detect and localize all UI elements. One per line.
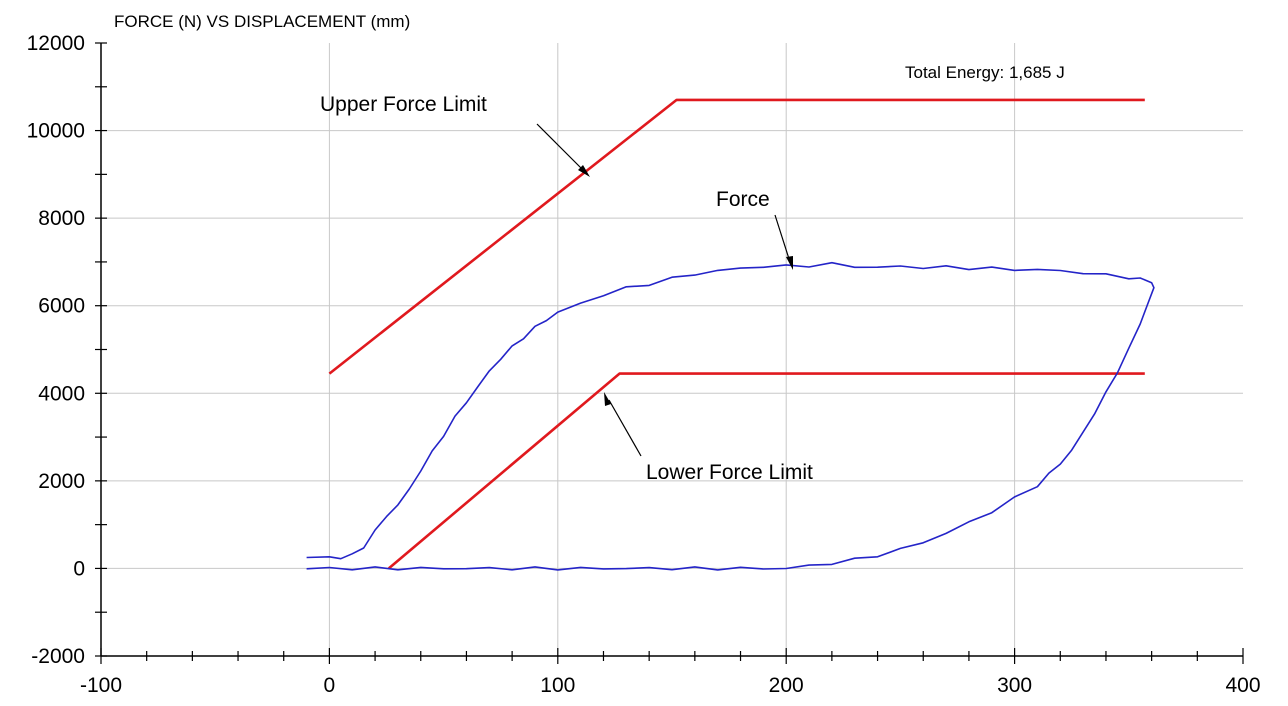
upper-limit-arrowhead [578,165,590,177]
total-energy-label: Total Energy: 1,685 J [905,63,1065,82]
chart-title: FORCE (N) VS DISPLACEMENT (mm) [114,12,410,31]
lower-limit-arrowhead [604,392,611,406]
series-line-force [306,261,1155,571]
upper-force-limit-label: Upper Force Limit [320,93,487,116]
upper-limit-arrow-line [536,123,585,172]
y-tick-label: 6000 [38,295,85,318]
series-line-lower-force-limit [387,372,1145,570]
force-label: Force [716,188,770,211]
force-arrowhead [786,256,793,270]
x-tick-label: 300 [997,674,1032,697]
x-tick-label: 400 [1225,674,1260,697]
y-tick-label: 10000 [27,120,85,143]
y-tick-label: 12000 [27,32,85,55]
y-tick-label: 0 [73,557,85,580]
grid [101,43,1243,656]
lower-force-limit-label: Lower Force Limit [646,461,813,484]
y-tick-label: -2000 [31,645,85,668]
y-tick-label: 2000 [38,470,85,493]
series-line-upper-force-limit [328,98,1145,375]
x-tick-label: 200 [769,674,804,697]
y-tick-label: 8000 [38,207,85,230]
force-arrow-line [774,214,791,263]
tick-labels: -2000 0 2000 4000 6000 8000 10000 12000 -100 0 100… [27,32,1261,697]
axes [95,42,1244,664]
lower-limit-arrow-line [608,399,642,457]
series-layer [306,98,1155,571]
annotation-arrows [536,123,793,457]
x-tick-label: 0 [324,674,336,697]
x-tick-label: -100 [80,674,122,697]
x-tick-label: 100 [540,674,575,697]
y-tick-label: 4000 [38,382,85,405]
